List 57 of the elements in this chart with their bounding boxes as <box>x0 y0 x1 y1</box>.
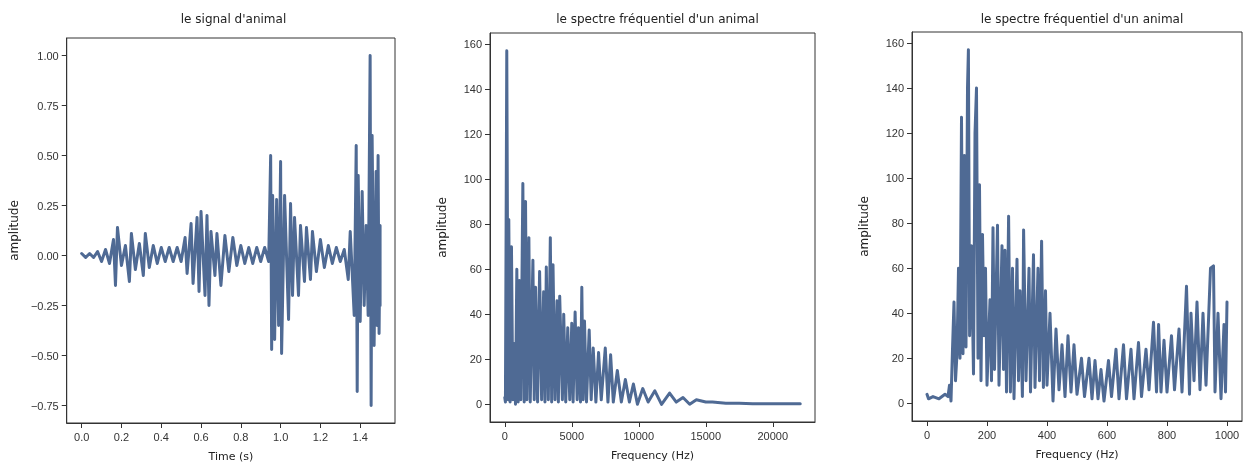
y-tick-label: 60 <box>891 262 904 275</box>
x-tick-label: 0 <box>923 428 931 441</box>
y-tick-label: 60 <box>469 263 482 276</box>
y-axis-title: amplitude <box>435 197 449 258</box>
x-tick-label: 1.0 <box>272 430 289 443</box>
y-axis-title: amplitude <box>7 200 21 261</box>
x-tick-label: 0.8 <box>233 430 249 443</box>
y-tick-label: 140 <box>885 81 904 94</box>
y-tick-label: 0 <box>897 397 904 410</box>
y-tick-label: 20 <box>469 353 482 366</box>
y-tick-label: 80 <box>469 218 482 231</box>
x-tick-label: 1.4 <box>352 430 368 443</box>
y-tick-label: 1.00 <box>37 49 59 62</box>
chart-title: le spectre fréquentiel d'un animal <box>556 12 759 26</box>
y-tick-label: 120 <box>885 127 904 140</box>
y-tick-label: 140 <box>463 82 482 95</box>
y-tick-label: 20 <box>891 352 904 365</box>
x-tick-label: 1000 <box>1214 428 1240 441</box>
chart-title: le spectre fréquentiel d'un animal <box>980 12 1184 26</box>
x-tick-label: 10000 <box>623 429 655 442</box>
y-tick-label: 80 <box>891 217 904 230</box>
y-tick-label: 160 <box>885 36 904 49</box>
y-tick-label: −0.75 <box>30 399 59 412</box>
x-tick-label: 15000 <box>690 429 722 442</box>
x-tick-label: 200 <box>977 428 997 441</box>
x-tick-label: 0.0 <box>74 430 90 443</box>
y-tick-label: 120 <box>463 128 482 141</box>
x-tick-label: 800 <box>1157 428 1177 441</box>
chart-title: le signal d'animal <box>180 12 287 26</box>
x-tick-label: 0 <box>501 429 508 442</box>
x-tick-label: 400 <box>1037 428 1057 441</box>
x-tick-label: 20000 <box>757 429 789 442</box>
x-tick-label: 0.6 <box>193 430 209 443</box>
y-tick-label: 40 <box>469 308 482 321</box>
x-tick-label: 5000 <box>559 429 585 442</box>
x-tick-label: 0.4 <box>153 430 169 443</box>
x-axis-title: Frequency (Hz) <box>1035 448 1119 461</box>
y-tick-label: 0.75 <box>37 99 59 112</box>
y-tick-label: −0.25 <box>30 299 59 312</box>
y-tick-label: 0.00 <box>37 249 59 262</box>
y-tick-label: 160 <box>463 37 482 50</box>
x-tick-label: 600 <box>1097 428 1117 441</box>
y-tick-label: 100 <box>463 173 482 186</box>
x-tick-label: 0.2 <box>113 430 130 443</box>
line-series <box>925 48 1229 403</box>
y-tick-label: 0.50 <box>37 149 59 162</box>
line-series <box>80 54 382 407</box>
y-tick-label: 40 <box>891 307 904 320</box>
line-series <box>503 49 802 406</box>
y-tick-label: 0.25 <box>37 199 59 212</box>
y-tick-label: −0.50 <box>30 349 59 362</box>
y-tick-label: 100 <box>885 172 904 185</box>
y-tick-label: 0 <box>475 398 482 411</box>
x-axis-title: Frequency (Hz) <box>611 449 694 462</box>
x-axis-title: Time (s) <box>207 450 254 463</box>
x-tick-label: 1.2 <box>312 430 329 443</box>
y-axis-title: amplitude <box>857 196 871 257</box>
